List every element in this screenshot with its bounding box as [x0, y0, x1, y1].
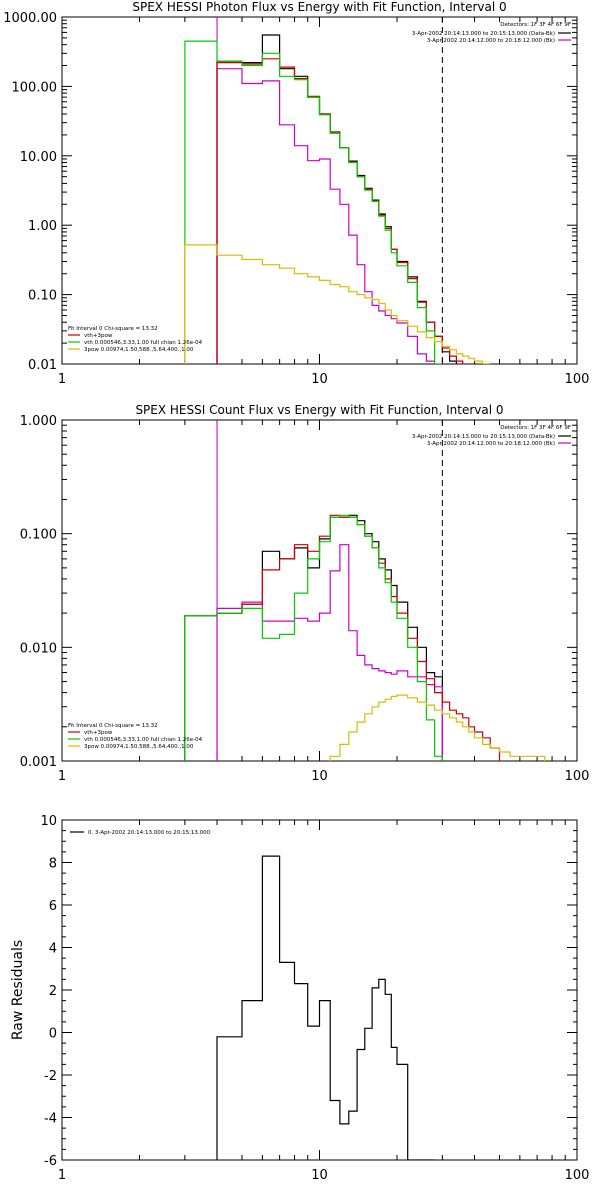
chart-title: SPEX HESSI Count Flux vs Energy with Fit…	[135, 403, 503, 417]
legend-entry-label: vth+3pow	[84, 333, 113, 339]
legend-entry-label: 3-Apr-2002 20:14:13.000 to 20:15:13.000 …	[412, 434, 555, 440]
y-tick-label: 10.00	[20, 150, 57, 165]
series-vth-3pow	[184, 514, 501, 761]
y-tick-label: 8	[49, 857, 57, 872]
series-bk	[216, 68, 436, 364]
plot-frame	[61, 16, 578, 365]
legend-entry-label: 0. 3-Apr-2002 20:14:13.000 to 20:15:13.0…	[88, 830, 211, 836]
x-tick-label: 1	[58, 769, 66, 784]
series-3pow	[184, 244, 491, 364]
y-tick-label: 6	[49, 899, 57, 914]
legend-detectors: Detectors: 1F 3F 4F 6F 9F	[500, 425, 571, 431]
x-tick-label: 10	[311, 372, 328, 387]
y-tick-label: 10	[40, 814, 57, 829]
legend-detectors: Detectors: 1F 3F 4F 6F 9F	[500, 22, 571, 28]
y-tick-label: 0.01	[28, 358, 57, 373]
y-tick-label: 100.00	[12, 80, 58, 95]
legend-entry-label: 3-Apr-2002 20:14:13.000 to 20:15:13.000 …	[412, 31, 555, 37]
series-data-bk	[184, 514, 443, 761]
legend-entry-label: vth 0.000546,3.33,1.00 full chian 1.26e-…	[84, 737, 203, 743]
y-tick-label: -6	[44, 1154, 57, 1169]
plot-area	[216, 855, 435, 1160]
plot-frame	[61, 419, 578, 762]
y-tick-label: 2	[49, 984, 57, 999]
legend-entry-label: 3pow 0.00974,1.50,588.,5.64,400.,1.00	[84, 347, 194, 353]
y-tick-label: 0	[49, 1027, 57, 1042]
chart-title: SPEX HESSI Photon Flux vs Energy with Fi…	[132, 0, 506, 14]
x-tick-label: 100	[565, 769, 590, 784]
series-vth	[184, 40, 443, 364]
legend-entry-label: vth+3pow	[84, 730, 113, 736]
chart-panel-2: SPEX HESSI Count Flux vs Energy with Fit…	[20, 403, 590, 784]
y-tick-label: 1.000	[20, 414, 57, 429]
legend-entry-label: vth 0.000546,3.33,1.00 full chian 1.26e-…	[84, 340, 203, 346]
series-3pow	[329, 694, 546, 761]
y-tick-label: 4	[49, 942, 57, 957]
chart-panel-3: 1 10 100 -6 -4 -2 0 2 4 6 8 10 Raw Residuals 0. 3-Apr…	[10, 814, 589, 1183]
x-tick-label: 100	[565, 1168, 590, 1183]
legend-entry-label: 3pow 0.00974,1.50,588.,5.64,400.,1.00	[84, 744, 194, 750]
x-tick-label: 1	[58, 372, 66, 387]
x-tick-label: 100	[565, 372, 590, 387]
series-residual	[216, 855, 435, 1160]
y-tick-label: 0.010	[20, 641, 57, 656]
y-tick-label: 0.100	[20, 528, 57, 543]
y-tick-label: 0.10	[28, 289, 57, 304]
legend-entry-label: 3-Apr-2002 20:14:12.000 to 20:18:12.000 …	[427, 38, 555, 44]
y-tick-label: 1.00	[28, 219, 57, 234]
series-vth	[184, 514, 443, 761]
x-tick-label: 10	[311, 1168, 328, 1183]
chart-panel-1: SPEX HESSI Photon Flux vs Energy with Fi…	[3, 0, 589, 387]
y-tick-label: 1000.00	[3, 11, 57, 26]
plot-area	[184, 17, 491, 364]
y-tick-label: -2	[44, 1069, 57, 1084]
legend-fit-header: Fit Interval 0 Chi-square = 13.32	[68, 326, 158, 332]
y-tick-label: -4	[44, 1112, 57, 1127]
legend-fit-header: Fit Interval 0 Chi-square = 13.32	[68, 723, 158, 729]
series-bk	[216, 544, 443, 761]
legend-entry-label: 3-Apr-2002 20:14:12.000 to 20:18:12.000 …	[427, 441, 555, 447]
x-tick-label: 1	[58, 1168, 66, 1183]
x-tick-label: 10	[311, 769, 328, 784]
series-vth-3pow	[216, 58, 476, 364]
plot-frame	[61, 819, 578, 1161]
plot-area	[184, 420, 546, 761]
y-axis-label: Raw Residuals	[10, 940, 26, 1040]
y-tick-label: 0.001	[20, 755, 57, 770]
